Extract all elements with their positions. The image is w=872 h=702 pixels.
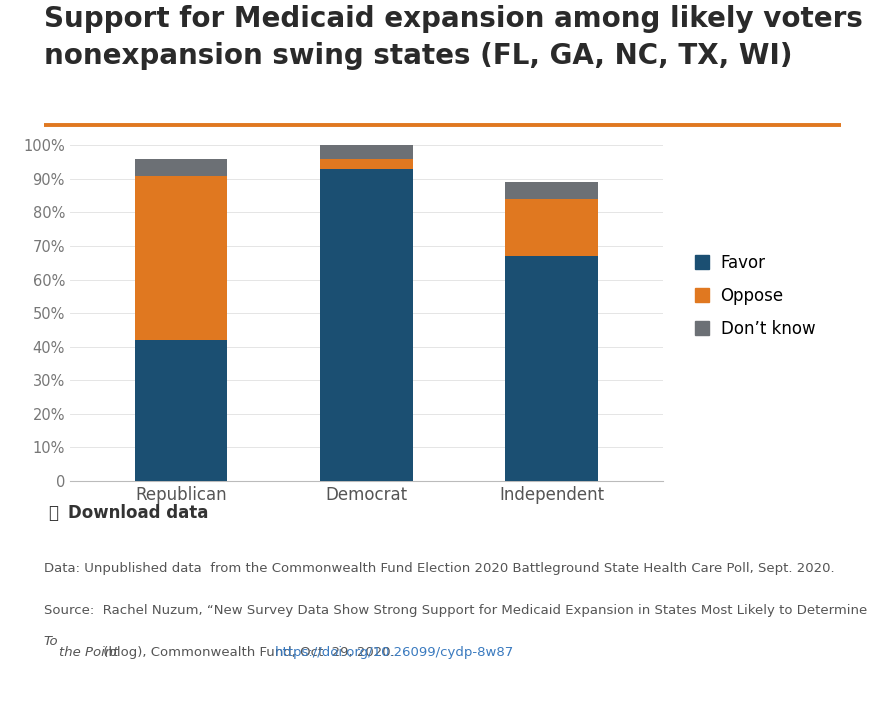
Bar [505, 199, 598, 256]
Bar [505, 256, 598, 481]
Text: the Point: the Point [59, 646, 119, 659]
Bar [320, 145, 412, 159]
Bar [134, 340, 228, 481]
Text: ⤓: ⤓ [48, 504, 58, 522]
Text: (blog), Commonwealth Fund, Oct. 29, 2020.: (blog), Commonwealth Fund, Oct. 29, 2020… [99, 646, 399, 659]
Bar [320, 168, 412, 481]
Text: Source:  Rachel Nuzum, “New Survey Data Show Strong Support for Medicaid Expansi: Source: Rachel Nuzum, “New Survey Data S… [44, 604, 872, 617]
Bar [505, 183, 598, 199]
Text: Data: Unpublished data  from the Commonwealth Fund Election 2020 Battleground St: Data: Unpublished data from the Commonwe… [44, 562, 835, 575]
Bar [134, 176, 228, 340]
Text: https://doi.org/10.26099/cydp-8w87: https://doi.org/10.26099/cydp-8w87 [275, 646, 514, 659]
Text: nonexpansion swing states (FL, GA, NC, TX, WI): nonexpansion swing states (FL, GA, NC, T… [44, 42, 792, 70]
Text: Support for Medicaid expansion among likely voters in: Support for Medicaid expansion among lik… [44, 5, 872, 33]
Bar [320, 159, 412, 168]
Legend: Favor, Oppose, Don’t know: Favor, Oppose, Don’t know [695, 254, 815, 338]
Text: Download data: Download data [68, 504, 208, 522]
Bar [134, 159, 228, 176]
Text: To: To [44, 635, 58, 649]
